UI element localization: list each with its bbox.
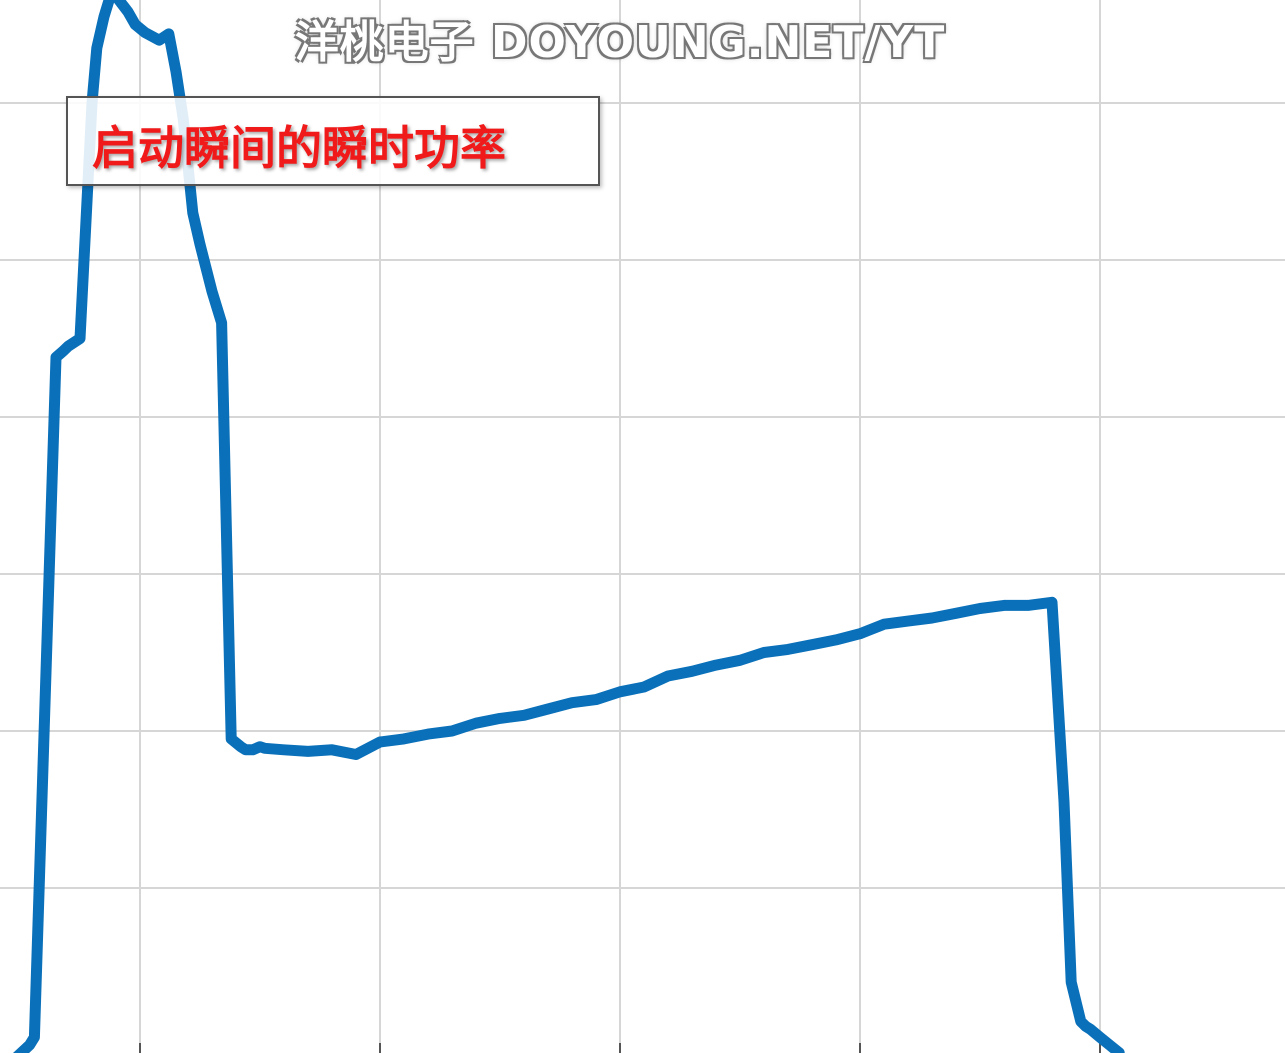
power-series-line (12, 0, 1125, 1053)
annotation-box: 启动瞬间的瞬时功率 (66, 96, 600, 186)
x-axis-ticks (139, 1043, 1101, 1053)
annotation-label: 启动瞬间的瞬时功率 (92, 121, 506, 175)
watermark-text: 洋桃电子 DOYOUNG.NET/YT (294, 17, 946, 68)
